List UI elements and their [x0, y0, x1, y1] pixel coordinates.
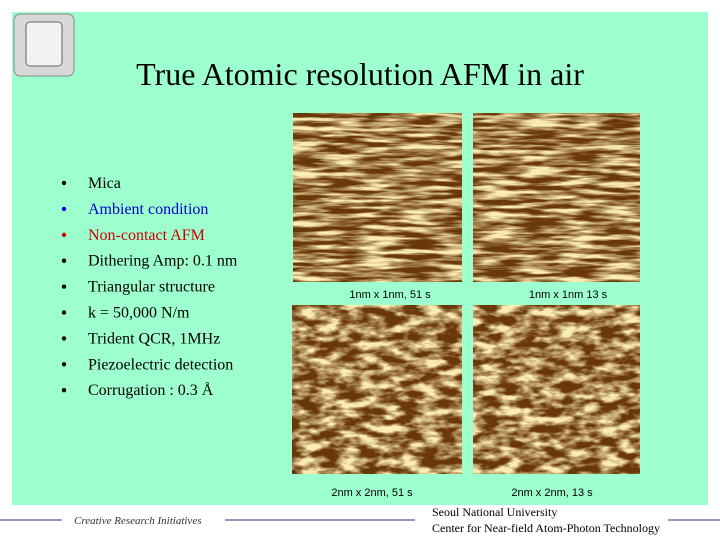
image-caption: 1nm x 1nm, 51 s	[349, 289, 431, 301]
afm-texture	[293, 113, 462, 282]
bullet-dot	[61, 258, 67, 263]
image-caption: 1nm x 1nm 13 s	[529, 289, 608, 301]
bullet-dot	[61, 206, 67, 212]
bullet-dot	[61, 362, 67, 367]
bullet-text: Triangular structure	[88, 279, 215, 296]
bullet-text: Mica	[88, 175, 121, 192]
footer-university: Seoul National University	[432, 505, 557, 519]
bullet-dot	[61, 284, 67, 289]
slide-title: True Atomic resolution AFM in air	[136, 56, 584, 92]
image-caption: 2nm x 2nm, 51 s	[331, 487, 413, 499]
logo	[13, 13, 75, 77]
footer-center: Center for Near-field Atom-Photon Techno…	[432, 521, 660, 535]
afm-images	[292, 113, 640, 474]
bullet-text: Piezoelectric detection	[88, 356, 233, 373]
afm-texture	[473, 305, 640, 474]
bullet-text: Dithering Amp: 0.1 nm	[88, 253, 238, 270]
bullet-text: Non-contact AFM	[88, 227, 205, 244]
bullet-dot	[61, 232, 67, 237]
bullet-dot	[61, 180, 67, 186]
bullet-text: Trident QCR, 1MHz	[88, 330, 220, 347]
afm-texture	[292, 305, 462, 474]
bullet-text: Corrugation : 0.3 Å	[88, 381, 214, 399]
bullet-dot	[61, 336, 67, 341]
bullet-dot	[61, 310, 67, 315]
bullet-dot	[61, 388, 67, 393]
image-caption: 2nm x 2nm, 13 s	[511, 487, 593, 499]
bullet-text: Ambient condition	[88, 201, 208, 218]
bullet-text: k = 50,000 N/m	[88, 305, 190, 322]
footer-left: Creative Research Initiatives	[74, 515, 201, 527]
afm-texture	[473, 113, 640, 282]
